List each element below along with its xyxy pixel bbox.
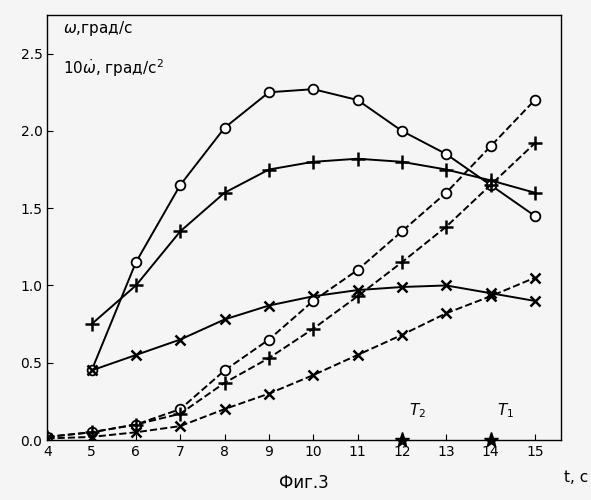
Text: $T_2$: $T_2$ — [408, 401, 426, 420]
Text: 10$\dot{\omega}$, град/с$^2$: 10$\dot{\omega}$, град/с$^2$ — [63, 58, 164, 79]
Text: $T_1$: $T_1$ — [497, 401, 514, 420]
Text: Фиг.3: Фиг.3 — [280, 474, 329, 492]
Text: $\omega$,град/с: $\omega$,град/с — [63, 19, 132, 38]
Text: t, с: t, с — [564, 470, 588, 485]
